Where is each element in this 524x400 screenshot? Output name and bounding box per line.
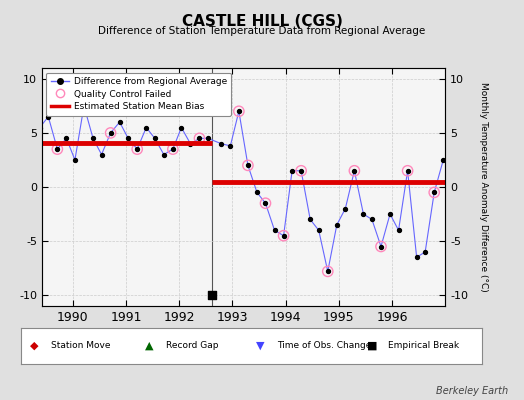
- Point: [386, 211, 394, 217]
- Y-axis label: Monthly Temperature Anomaly Difference (°C): Monthly Temperature Anomaly Difference (…: [479, 82, 488, 292]
- Legend: Difference from Regional Average, Quality Control Failed, Estimated Station Mean: Difference from Regional Average, Qualit…: [47, 72, 231, 116]
- Point: [177, 124, 185, 131]
- Text: Berkeley Earth: Berkeley Earth: [436, 386, 508, 396]
- Text: ▲: ▲: [146, 341, 154, 351]
- Point: [244, 162, 252, 168]
- Point: [377, 243, 385, 250]
- Point: [261, 200, 270, 206]
- Point: [106, 130, 115, 136]
- Point: [403, 168, 412, 174]
- Text: ■: ■: [367, 341, 377, 351]
- Point: [297, 168, 305, 174]
- Point: [217, 140, 225, 147]
- Point: [133, 146, 141, 152]
- Point: [89, 135, 97, 142]
- Point: [17, 103, 26, 109]
- Point: [421, 249, 429, 255]
- Text: CASTLE HILL (CGS): CASTLE HILL (CGS): [181, 14, 343, 29]
- Point: [115, 119, 124, 125]
- Point: [430, 189, 439, 196]
- Point: [368, 216, 376, 223]
- Point: [306, 216, 314, 223]
- Point: [195, 135, 204, 142]
- Point: [80, 103, 88, 109]
- Point: [195, 135, 204, 142]
- Point: [279, 232, 288, 239]
- Point: [270, 227, 279, 234]
- Point: [341, 206, 350, 212]
- Point: [279, 232, 288, 239]
- Point: [430, 189, 439, 196]
- Point: [169, 146, 177, 152]
- Point: [124, 135, 133, 142]
- Point: [235, 108, 243, 114]
- Text: ▼: ▼: [256, 341, 265, 351]
- Point: [359, 211, 368, 217]
- Point: [439, 157, 447, 163]
- Point: [395, 227, 403, 234]
- Point: [27, 151, 35, 158]
- Point: [324, 268, 332, 274]
- Point: [253, 189, 261, 196]
- Point: [314, 227, 323, 234]
- Point: [44, 114, 52, 120]
- Point: [208, 292, 216, 298]
- Point: [53, 146, 61, 152]
- Point: [142, 124, 150, 131]
- Point: [403, 168, 412, 174]
- Point: [261, 200, 270, 206]
- Point: [412, 254, 421, 260]
- Point: [288, 168, 296, 174]
- Point: [97, 151, 106, 158]
- Point: [106, 130, 115, 136]
- Point: [160, 151, 168, 158]
- Text: Difference of Station Temperature Data from Regional Average: Difference of Station Temperature Data f…: [99, 26, 425, 36]
- Text: Record Gap: Record Gap: [166, 342, 219, 350]
- Point: [36, 124, 44, 131]
- Text: Time of Obs. Change: Time of Obs. Change: [277, 342, 372, 350]
- Point: [53, 146, 61, 152]
- Text: Empirical Break: Empirical Break: [388, 342, 458, 350]
- Point: [62, 135, 71, 142]
- Point: [235, 108, 243, 114]
- Text: Station Move: Station Move: [51, 342, 111, 350]
- Point: [169, 146, 177, 152]
- Point: [71, 157, 79, 163]
- Point: [204, 135, 212, 142]
- Point: [226, 143, 235, 149]
- Point: [350, 168, 358, 174]
- Point: [80, 103, 88, 109]
- Point: [297, 168, 305, 174]
- Point: [150, 135, 159, 142]
- Point: [244, 162, 252, 168]
- Point: [350, 168, 358, 174]
- Point: [133, 146, 141, 152]
- Point: [324, 268, 332, 274]
- Point: [377, 243, 385, 250]
- Point: [186, 140, 194, 147]
- Point: [333, 222, 341, 228]
- Text: ◆: ◆: [30, 341, 39, 351]
